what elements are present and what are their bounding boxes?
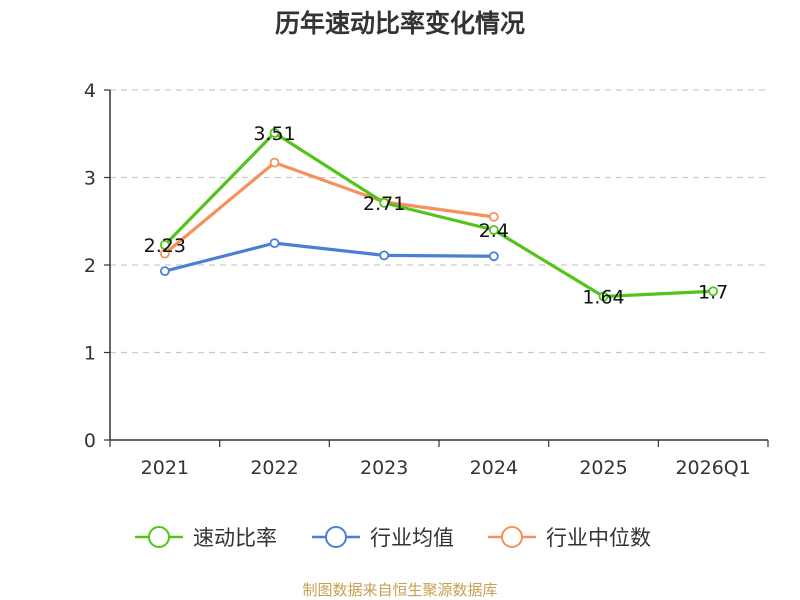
data-label: 1.64 xyxy=(582,287,624,309)
data-label: 2.23 xyxy=(144,235,186,257)
data-labels: 2.23 3.51 2.71 2.4 1.64 1.7 xyxy=(144,123,729,309)
data-point xyxy=(488,251,499,262)
legend-label: 速动比率 xyxy=(193,526,277,550)
legend-label: 行业中位数 xyxy=(546,526,651,550)
data-point xyxy=(708,286,719,297)
data-label: 3.51 xyxy=(253,123,295,145)
x-tick-label: 2022 xyxy=(250,457,298,479)
legend-item-2[interactable]: 行业中位数 xyxy=(488,526,651,550)
axes: 0 1 2 3 4 2021 2022 2023 2024 2025 2026Q1 xyxy=(84,80,769,479)
source-note: 制图数据来自恒生聚源数据库 xyxy=(302,581,497,599)
data-label: 2.4 xyxy=(479,220,509,242)
x-tick-label: 2021 xyxy=(141,457,189,479)
data-label: 1.7 xyxy=(698,281,728,303)
data-point xyxy=(159,266,170,277)
x-tick-label: 2023 xyxy=(360,457,408,479)
series-line-1 xyxy=(164,241,494,273)
data-point xyxy=(269,157,280,168)
x-tick-label: 2025 xyxy=(579,457,627,479)
data-point xyxy=(488,211,499,222)
series-layer xyxy=(159,127,719,302)
y-tick-label: 4 xyxy=(84,80,96,102)
legend-marker xyxy=(501,526,523,548)
y-tick-label: 2 xyxy=(84,255,96,277)
data-point xyxy=(379,250,390,261)
series-line-2 xyxy=(163,161,495,255)
legend-label: 行业均值 xyxy=(370,526,454,550)
chart-title: 历年速动比率变化情况 xyxy=(275,9,525,38)
data-point xyxy=(159,239,170,250)
data-point xyxy=(598,291,609,302)
grid xyxy=(110,89,768,354)
legend[interactable]: 速动比率 行业均值 行业中位数 xyxy=(135,526,651,550)
legend-marker xyxy=(325,526,347,548)
x-tick-label: 2024 xyxy=(470,457,518,479)
x-tick-label: 2026Q1 xyxy=(675,457,750,479)
data-point xyxy=(269,127,280,138)
legend-item-1[interactable]: 行业均值 xyxy=(312,526,454,550)
data-point xyxy=(269,238,280,249)
data-point xyxy=(379,197,390,208)
y-tick-label: 3 xyxy=(84,168,96,190)
data-point xyxy=(488,225,499,235)
y-tick-label: 1 xyxy=(84,343,96,365)
legend-marker xyxy=(148,526,170,548)
data-label: 2.71 xyxy=(363,193,405,215)
y-tick-label: 0 xyxy=(84,430,96,452)
legend-item-0[interactable]: 速动比率 xyxy=(135,526,277,550)
series-line-0 xyxy=(163,131,714,299)
